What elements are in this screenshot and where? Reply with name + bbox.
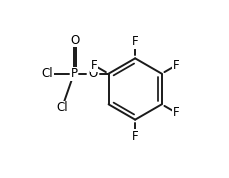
Text: P: P <box>70 67 77 80</box>
Text: F: F <box>172 59 179 72</box>
Text: Cl: Cl <box>56 101 68 114</box>
Text: F: F <box>90 59 97 72</box>
Text: F: F <box>172 106 179 119</box>
Text: O: O <box>70 34 79 47</box>
Text: O: O <box>88 67 97 80</box>
Text: F: F <box>131 130 138 143</box>
Text: F: F <box>131 35 138 48</box>
Text: Cl: Cl <box>42 67 53 80</box>
